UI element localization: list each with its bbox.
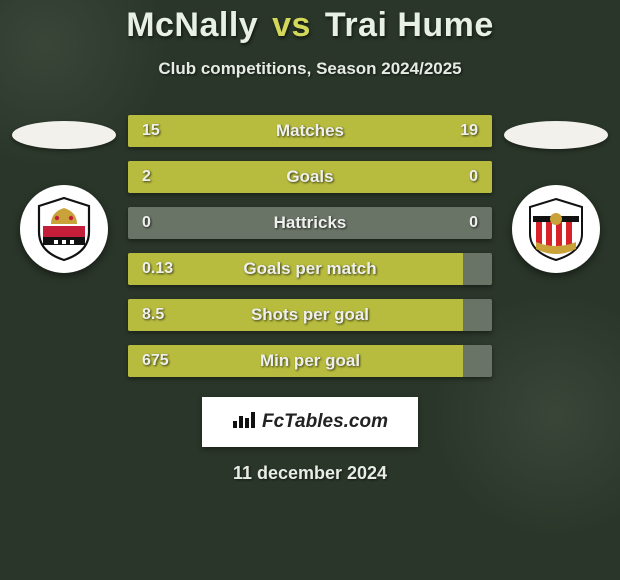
main-row: 1519Matches 20Goals 00Hattricks 0.13Goals p… bbox=[0, 115, 620, 391]
stat-row-goals-per-match: 0.13Goals per match bbox=[128, 253, 492, 285]
subtitle: Club competitions, Season 2024/2025 bbox=[0, 59, 620, 79]
right-side bbox=[498, 115, 614, 273]
date-label: 11 december 2024 bbox=[0, 463, 620, 484]
page-title: McNally vs Trai Hume bbox=[0, 6, 620, 45]
stat-label: Goals per match bbox=[128, 253, 492, 285]
stat-row-hattricks: 00Hattricks bbox=[128, 207, 492, 239]
stat-row-min-per-goal: 675Min per goal bbox=[128, 345, 492, 377]
stat-row-goals: 20Goals bbox=[128, 161, 492, 193]
chart-icon bbox=[232, 409, 256, 435]
title-player1: McNally bbox=[126, 6, 258, 44]
club-badge-right bbox=[512, 185, 600, 273]
comparison-card: McNally vs Trai Hume Club competitions, … bbox=[0, 0, 620, 580]
stat-label: Min per goal bbox=[128, 345, 492, 377]
stats-bars: 1519Matches 20Goals 00Hattricks 0.13Goals p… bbox=[122, 115, 498, 391]
stat-row-matches: 1519Matches bbox=[128, 115, 492, 147]
stat-label: Shots per goal bbox=[128, 299, 492, 331]
fctables-logo[interactable]: FcTables.com bbox=[202, 397, 418, 447]
stat-label: Goals bbox=[128, 161, 492, 193]
title-vs: vs bbox=[272, 6, 311, 44]
stat-label: Hattricks bbox=[128, 207, 492, 239]
player-photo-placeholder-left bbox=[12, 121, 116, 149]
left-side bbox=[6, 115, 122, 273]
title-player2: Trai Hume bbox=[325, 6, 494, 44]
club-badge-left bbox=[20, 185, 108, 273]
stat-row-shots-per-goal: 8.5Shots per goal bbox=[128, 299, 492, 331]
player-photo-placeholder-right bbox=[504, 121, 608, 149]
bristol-city-crest-icon bbox=[29, 194, 99, 264]
sunderland-crest-icon bbox=[521, 194, 591, 264]
stat-label: Matches bbox=[128, 115, 492, 147]
fctables-logo-text: FcTables.com bbox=[262, 411, 388, 433]
